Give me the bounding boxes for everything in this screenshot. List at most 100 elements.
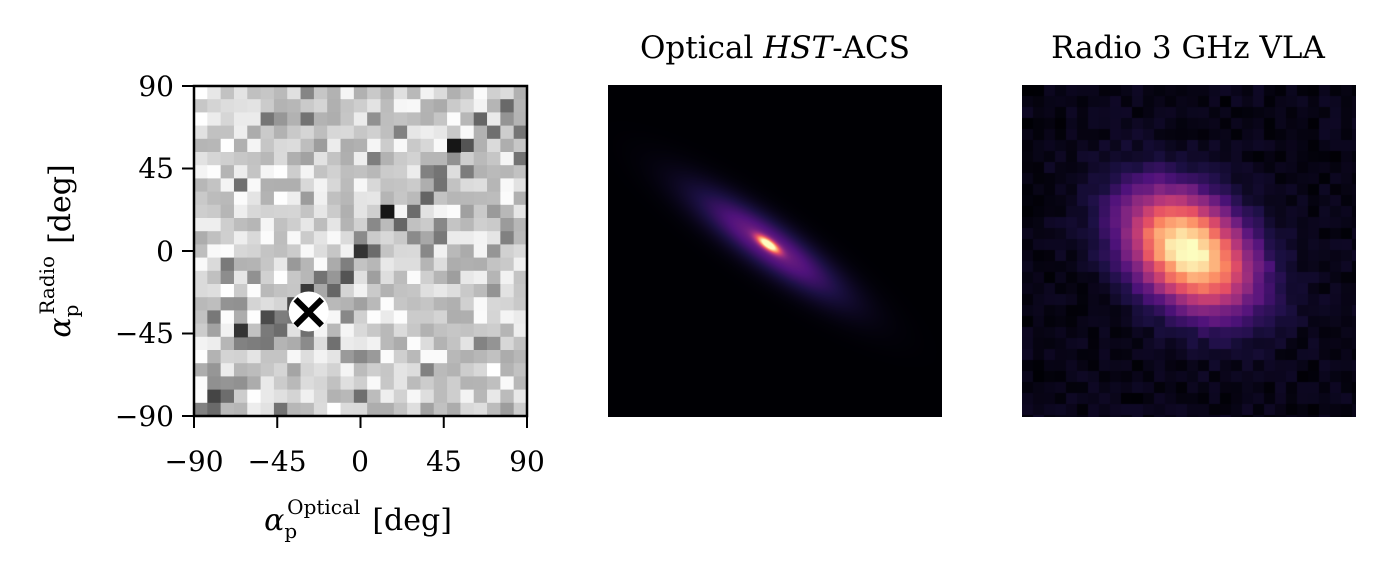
heatmap-cell — [380, 218, 395, 232]
x-tick-marks — [193, 416, 528, 428]
heatmap-cell — [500, 270, 515, 285]
heatmap-cell — [473, 270, 488, 285]
heatmap-cell — [260, 310, 275, 325]
heatmap-cell — [500, 389, 515, 404]
heatmap-cell — [207, 112, 222, 127]
x-axis-label-unit: [deg] — [372, 503, 452, 538]
heatmap-cell — [460, 152, 475, 166]
heatmap-cell — [233, 336, 248, 351]
heatmap-cell — [420, 284, 435, 298]
heatmap-cell — [340, 402, 355, 417]
heatmap-cell — [380, 389, 395, 404]
heatmap-cell — [327, 257, 342, 272]
heatmap-cell — [487, 284, 501, 298]
heatmap-cell — [460, 284, 475, 298]
heatmap-cell — [447, 191, 461, 206]
heatmap-cell — [220, 297, 235, 311]
heatmap-cell — [367, 138, 382, 153]
heatmap-cell — [513, 99, 528, 113]
heatmap-cell — [487, 125, 501, 140]
x-tick-label: 0 — [351, 445, 369, 478]
heatmap-cell — [313, 191, 328, 206]
heatmap-cell — [513, 165, 528, 179]
heatmap-cell — [220, 363, 235, 377]
heatmap-cell — [487, 363, 501, 377]
heatmap-cell — [407, 125, 422, 140]
heatmap-cell — [313, 218, 328, 232]
heatmap-cell — [447, 125, 461, 140]
heatmap-cell — [460, 376, 475, 391]
heatmap-cell — [367, 363, 382, 377]
heatmap-cell — [447, 284, 461, 298]
heatmap-cell — [207, 138, 222, 153]
heatmap-cell — [247, 152, 262, 166]
heatmap-cell — [473, 138, 488, 153]
heatmap-cell — [220, 165, 235, 179]
heatmap-cell — [207, 244, 222, 259]
heatmap-cell — [273, 112, 288, 127]
heatmap-cell — [327, 112, 342, 127]
x-axis-label-subscript: p — [284, 519, 297, 543]
heatmap-cell — [500, 112, 515, 127]
heatmap-cell — [233, 86, 248, 100]
heatmap-cell — [327, 323, 342, 338]
heatmap-cell — [433, 297, 448, 311]
heatmap-cell — [460, 323, 475, 338]
heatmap-cell — [207, 165, 222, 179]
heatmap-cell — [207, 363, 222, 377]
x-axis-label-superscript: Optical — [287, 495, 360, 519]
heatmap-cell — [287, 376, 302, 391]
heatmap-cell — [233, 152, 248, 166]
heatmap-cell — [247, 178, 262, 193]
heatmap-cell — [353, 218, 368, 232]
heatmap-cell — [407, 86, 422, 100]
y-axis-label-subscript: p — [59, 305, 83, 318]
heatmap-cell — [407, 244, 422, 259]
heatmap-cell — [460, 178, 475, 193]
heatmap-cell — [353, 336, 368, 351]
heatmap-cell — [420, 125, 435, 140]
heatmap-cell — [327, 270, 342, 285]
heatmap-cell — [513, 376, 528, 391]
heatmap-cell — [260, 297, 275, 311]
heatmap-cell — [300, 165, 315, 179]
heatmap-cell — [460, 310, 475, 325]
heatmap-cell — [473, 310, 488, 325]
heatmap-cell — [487, 86, 501, 100]
heatmap-cell — [287, 257, 302, 272]
heatmap-cell — [447, 297, 461, 311]
heatmap-cell — [313, 112, 328, 127]
marker-background — [288, 291, 329, 332]
heatmap-cell — [367, 323, 382, 338]
heatmap-cell — [487, 138, 501, 153]
heatmap-cell — [194, 257, 208, 272]
heatmap-cell — [300, 178, 315, 193]
heatmap-cell — [353, 152, 368, 166]
heatmap-cell — [407, 310, 422, 325]
heatmap-cell — [220, 231, 235, 245]
heatmap-cell — [367, 204, 382, 219]
heatmap-cell — [340, 336, 355, 351]
heatmap-cell — [487, 99, 501, 113]
radio-title: Radio 3 GHz VLA — [1051, 30, 1325, 66]
y-tick-marks — [182, 85, 194, 417]
heatmap-cell — [393, 191, 408, 206]
heatmap-cell — [487, 310, 501, 325]
heatmap-cell — [327, 231, 342, 245]
heatmap-cell — [380, 204, 395, 219]
heatmap-cell — [233, 389, 248, 404]
heatmap-cell — [447, 165, 461, 179]
heatmap-cell — [207, 99, 222, 113]
heatmap-cell — [194, 165, 208, 179]
heatmap-cell — [327, 297, 342, 311]
heatmap-cell — [220, 402, 235, 417]
heatmap-cell — [353, 112, 368, 127]
heatmap-cell — [220, 138, 235, 153]
heatmap-cell — [513, 244, 528, 259]
heatmap-cell — [380, 363, 395, 377]
heatmap-cell — [327, 138, 342, 153]
heatmap-cell — [393, 257, 408, 272]
heatmap-cell — [367, 257, 382, 272]
heatmap-cell — [433, 231, 448, 245]
heatmap-cell — [393, 270, 408, 285]
